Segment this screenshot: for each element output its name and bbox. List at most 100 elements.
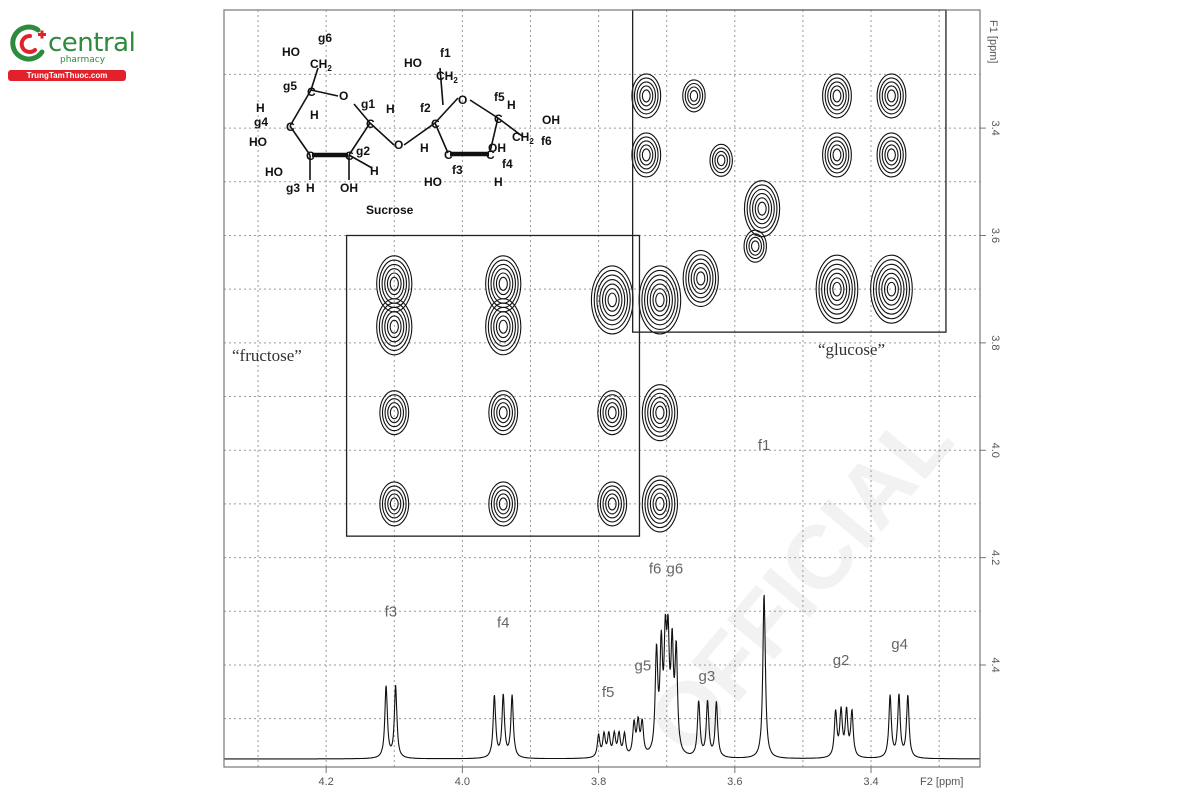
contour-line: [815, 254, 859, 324]
peak-label-g3: g3: [699, 668, 716, 685]
contour-line: [495, 315, 511, 339]
contour-line: [607, 406, 617, 420]
contour-line: [748, 236, 762, 256]
contour-line: [823, 268, 851, 311]
svg-text:O: O: [339, 89, 348, 103]
svg-text:CH2: CH2: [310, 57, 332, 73]
y-tick-label: 3.4: [989, 120, 1001, 135]
contour-line: [389, 276, 399, 291]
svg-text:H: H: [306, 181, 315, 195]
cross-peak: [379, 390, 410, 436]
watermark-text: OFFICIAL: [629, 391, 972, 773]
contour-line: [384, 489, 405, 519]
contour-line: [832, 148, 842, 162]
contour-line: [690, 262, 711, 295]
contour-line: [872, 259, 911, 320]
y-tick-label: 3.8: [989, 335, 1001, 350]
contour-line: [884, 144, 899, 166]
atom-label-f4: f4: [502, 157, 513, 171]
svg-text:C: C: [307, 85, 316, 99]
spectrum-layer: [224, 594, 980, 760]
contour-line: [696, 271, 706, 286]
contour-line: [649, 397, 670, 429]
svg-text:C: C: [366, 117, 375, 131]
contour-line: [633, 136, 659, 174]
cross-peak: [485, 298, 522, 356]
x-tick-label: 3.8: [591, 776, 606, 788]
svg-text:C: C: [444, 148, 453, 162]
cross-peak: [876, 132, 907, 178]
svg-text:C: C: [286, 120, 295, 134]
contour-line: [886, 281, 897, 297]
svg-text:H: H: [310, 108, 319, 122]
svg-text:C: C: [306, 149, 315, 163]
contour-line: [386, 272, 402, 296]
grid-layer: [224, 10, 980, 767]
contour-line: [381, 394, 407, 432]
svg-text:O: O: [394, 138, 403, 152]
contour-line: [644, 479, 676, 529]
contour-line: [655, 292, 665, 308]
contour-line: [597, 390, 628, 436]
contour-line: [754, 197, 770, 220]
contour-line: [749, 188, 775, 229]
contour-line: [636, 140, 657, 170]
contour-line: [389, 319, 399, 334]
contour-line: [827, 81, 847, 111]
contour-line: [389, 497, 399, 511]
svg-text:CH2: CH2: [512, 130, 534, 146]
svg-text:H: H: [256, 101, 265, 115]
contour-line: [641, 89, 651, 103]
svg-text:H: H: [370, 164, 379, 178]
contour-line: [647, 392, 673, 433]
cross-peak: [376, 298, 413, 356]
contour-line: [714, 150, 728, 170]
contour-line: [487, 259, 519, 309]
contour-line: [384, 311, 405, 343]
contour-line: [602, 489, 622, 519]
contour-line: [743, 229, 767, 263]
plot-frame: [223, 9, 981, 768]
y-axis-title: F1 [ppm]: [987, 20, 999, 63]
contour-line: [631, 73, 662, 119]
contour-line: [590, 265, 634, 335]
svg-text:C: C: [345, 149, 354, 163]
contour-line: [832, 89, 842, 103]
contour-line: [599, 485, 625, 523]
brand-website-bar: TrungTamThuoc.com: [8, 70, 126, 81]
contour-line: [829, 277, 845, 302]
contour-line: [607, 292, 617, 308]
x-axis-title: F2 [ppm]: [920, 776, 963, 788]
cross-peak: [631, 132, 662, 178]
contour-line: [498, 497, 508, 511]
contour-line: [498, 319, 508, 334]
contour-line: [652, 492, 668, 516]
cross-peak: [743, 180, 781, 238]
contour-line: [596, 274, 629, 326]
peak-label-f1: f1: [758, 437, 771, 454]
contour-line: [822, 73, 852, 119]
svg-text:H: H: [494, 175, 503, 189]
atom-label-f5: f5: [494, 90, 505, 104]
cross-peak: [870, 254, 913, 324]
contour-line: [649, 283, 671, 317]
fructose-region-label: “fructose”: [232, 346, 302, 365]
contour-line: [641, 384, 679, 442]
svg-text:HO: HO: [424, 175, 442, 189]
svg-text:CH2: CH2: [436, 69, 458, 85]
contour-line: [646, 278, 673, 321]
x-tick-label: 4.0: [455, 776, 470, 788]
glucose-region-label: “glucose”: [818, 340, 885, 359]
atom-label-f2: f2: [420, 101, 431, 115]
peak-label-f4: f4: [497, 614, 510, 631]
contour-line: [644, 388, 676, 437]
contour-line: [881, 140, 902, 170]
cross-peak: [815, 254, 859, 324]
y-tick-label: 3.6: [989, 228, 1001, 243]
cross-peak: [597, 481, 628, 527]
contour-line: [887, 89, 896, 103]
contour-line: [638, 265, 682, 335]
sucrose-caption: Sucrose: [366, 203, 414, 217]
contour-line: [743, 180, 781, 238]
contour-line: [757, 201, 767, 216]
